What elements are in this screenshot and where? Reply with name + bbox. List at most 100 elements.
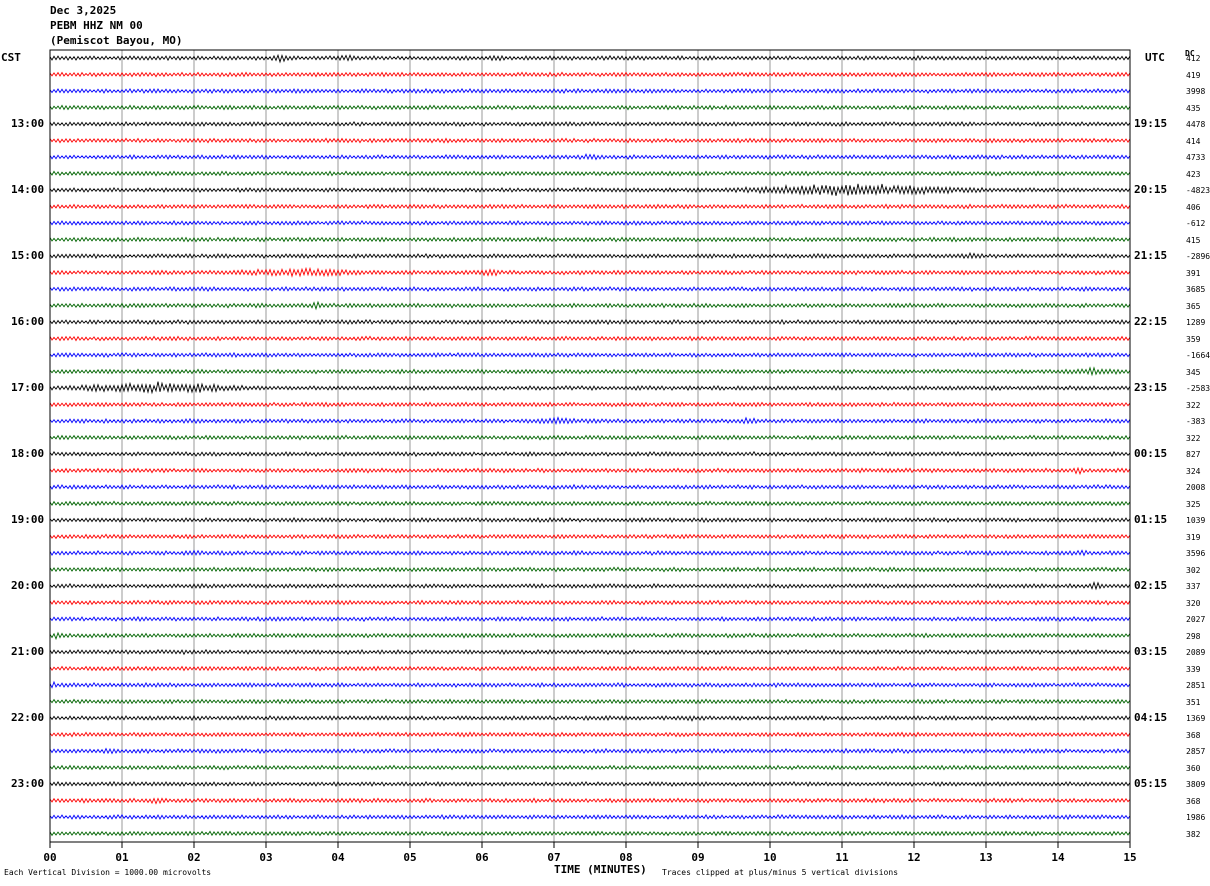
plot-frame bbox=[49, 49, 1131, 843]
trace-row-37 bbox=[49, 665, 1131, 672]
x-tick-label-08: 08 bbox=[619, 851, 632, 864]
dc-value: 337 bbox=[1186, 582, 1201, 591]
dc-value: 4733 bbox=[1186, 153, 1206, 162]
dc-value: 2851 bbox=[1186, 681, 1206, 690]
dc-value: 345 bbox=[1186, 367, 1201, 377]
right-hour-label: 02:15 bbox=[1134, 579, 1168, 592]
trace-row-21 bbox=[49, 401, 1131, 408]
left-hour-label: 23:00 bbox=[11, 777, 45, 790]
dc-value: -612 bbox=[1186, 219, 1206, 228]
dc-value: 322 bbox=[1186, 400, 1201, 410]
trace-row-22 bbox=[49, 416, 1131, 425]
dc-value: 2857 bbox=[1186, 747, 1206, 756]
trace-row-31 bbox=[49, 566, 1131, 573]
trace-row-19 bbox=[49, 366, 1131, 377]
dc-value: -383 bbox=[1186, 417, 1206, 426]
x-tick-label-12: 12 bbox=[907, 851, 920, 864]
trace-row-11 bbox=[49, 236, 1131, 243]
dc-value: 365 bbox=[1186, 301, 1201, 311]
trace-row-20 bbox=[49, 381, 1131, 395]
grid-lines bbox=[49, 50, 1131, 842]
dc-value: 339 bbox=[1186, 664, 1201, 674]
header-station: PEBM HHZ NM 00 bbox=[50, 19, 143, 32]
right-hour-label: 23:15 bbox=[1134, 381, 1168, 394]
dc-value: 435 bbox=[1186, 103, 1201, 113]
trace-row-36 bbox=[49, 648, 1131, 656]
dc-value: 298 bbox=[1186, 631, 1201, 641]
x-tick-label-00: 00 bbox=[43, 851, 56, 864]
dc-value: 3809 bbox=[1186, 780, 1206, 789]
trace-row-15 bbox=[49, 300, 1131, 311]
left-hour-label: 20:00 bbox=[11, 579, 45, 592]
trace-row-44 bbox=[49, 780, 1131, 787]
left-hour-label: 17:00 bbox=[11, 381, 45, 394]
left-hour-label: 19:00 bbox=[11, 513, 45, 526]
trace-row-1 bbox=[49, 71, 1131, 78]
x-tick-label-10: 10 bbox=[763, 851, 776, 864]
right-hour-label: 20:15 bbox=[1134, 183, 1168, 196]
left-hour-label: 15:00 bbox=[11, 249, 45, 262]
trace-row-16 bbox=[49, 318, 1131, 326]
x-tick-label-14: 14 bbox=[1051, 851, 1065, 864]
clip-note: Traces clipped at plus/minus 5 vertical … bbox=[662, 868, 899, 877]
trace-row-42 bbox=[49, 747, 1131, 755]
right-hour-label: 21:15 bbox=[1134, 249, 1168, 262]
left-hour-label: 21:00 bbox=[11, 645, 45, 658]
trace-row-2 bbox=[49, 87, 1131, 95]
trace-row-5 bbox=[49, 137, 1131, 144]
trace-row-4 bbox=[49, 120, 1131, 128]
dc-value: 414 bbox=[1186, 136, 1201, 146]
dc-value: 3685 bbox=[1186, 285, 1206, 294]
trace-row-17 bbox=[49, 335, 1131, 342]
x-tick-label-09: 09 bbox=[691, 851, 704, 864]
dc-value: -2896 bbox=[1186, 252, 1210, 261]
dc-value: 412 bbox=[1186, 54, 1201, 63]
dc-value: 1986 bbox=[1186, 813, 1206, 822]
trace-row-30 bbox=[49, 549, 1131, 557]
right-hour-label: 03:15 bbox=[1134, 645, 1168, 658]
trace-row-38 bbox=[49, 680, 1131, 689]
trace-row-12 bbox=[49, 251, 1131, 260]
trace-row-24 bbox=[49, 450, 1131, 458]
dc-value: 360 bbox=[1186, 763, 1201, 773]
trace-group bbox=[49, 53, 1131, 837]
dc-value: 1369 bbox=[1186, 714, 1206, 723]
trace-row-46 bbox=[49, 813, 1131, 821]
x-tick-label-05: 05 bbox=[403, 851, 416, 864]
x-tick-label-11: 11 bbox=[835, 851, 849, 864]
trace-row-9 bbox=[49, 203, 1131, 210]
left-hour-label: 13:00 bbox=[11, 117, 45, 130]
trace-row-41 bbox=[49, 731, 1131, 738]
dc-value: 320 bbox=[1186, 598, 1201, 608]
trace-row-27 bbox=[49, 500, 1131, 507]
header-date: Dec 3,2025 bbox=[50, 4, 117, 17]
trace-row-10 bbox=[49, 219, 1131, 227]
trace-row-33 bbox=[49, 599, 1131, 606]
left-hour-label: 14:00 bbox=[11, 183, 45, 196]
right-hour-label: 04:15 bbox=[1134, 711, 1168, 724]
trace-row-14 bbox=[49, 285, 1131, 293]
right-hour-label: 05:15 bbox=[1134, 777, 1168, 790]
trace-row-29 bbox=[49, 533, 1131, 540]
dc-value: 2008 bbox=[1186, 483, 1206, 492]
trace-row-8 bbox=[49, 183, 1131, 196]
dc-value: 391 bbox=[1186, 268, 1201, 278]
right-hour-label: 01:15 bbox=[1134, 513, 1168, 526]
trace-row-40 bbox=[49, 714, 1131, 722]
trace-row-28 bbox=[49, 516, 1131, 524]
dc-value: 423 bbox=[1186, 169, 1201, 179]
trace-row-39 bbox=[49, 698, 1131, 705]
right-hour-label: 19:15 bbox=[1134, 117, 1168, 130]
dc-value: -4823 bbox=[1186, 186, 1210, 195]
trace-row-6 bbox=[49, 153, 1131, 161]
dc-value: 415 bbox=[1186, 235, 1201, 245]
left-hour-label: 22:00 bbox=[11, 711, 45, 724]
dc-value: 322 bbox=[1186, 433, 1201, 443]
left-hour-label: 18:00 bbox=[11, 447, 45, 460]
right-hour-label: 00:15 bbox=[1134, 447, 1168, 460]
x-tick-label-03: 03 bbox=[259, 851, 272, 864]
dc-value: 368 bbox=[1186, 730, 1201, 740]
dc-value: 4478 bbox=[1186, 120, 1206, 129]
dc-value: 368 bbox=[1186, 796, 1201, 806]
